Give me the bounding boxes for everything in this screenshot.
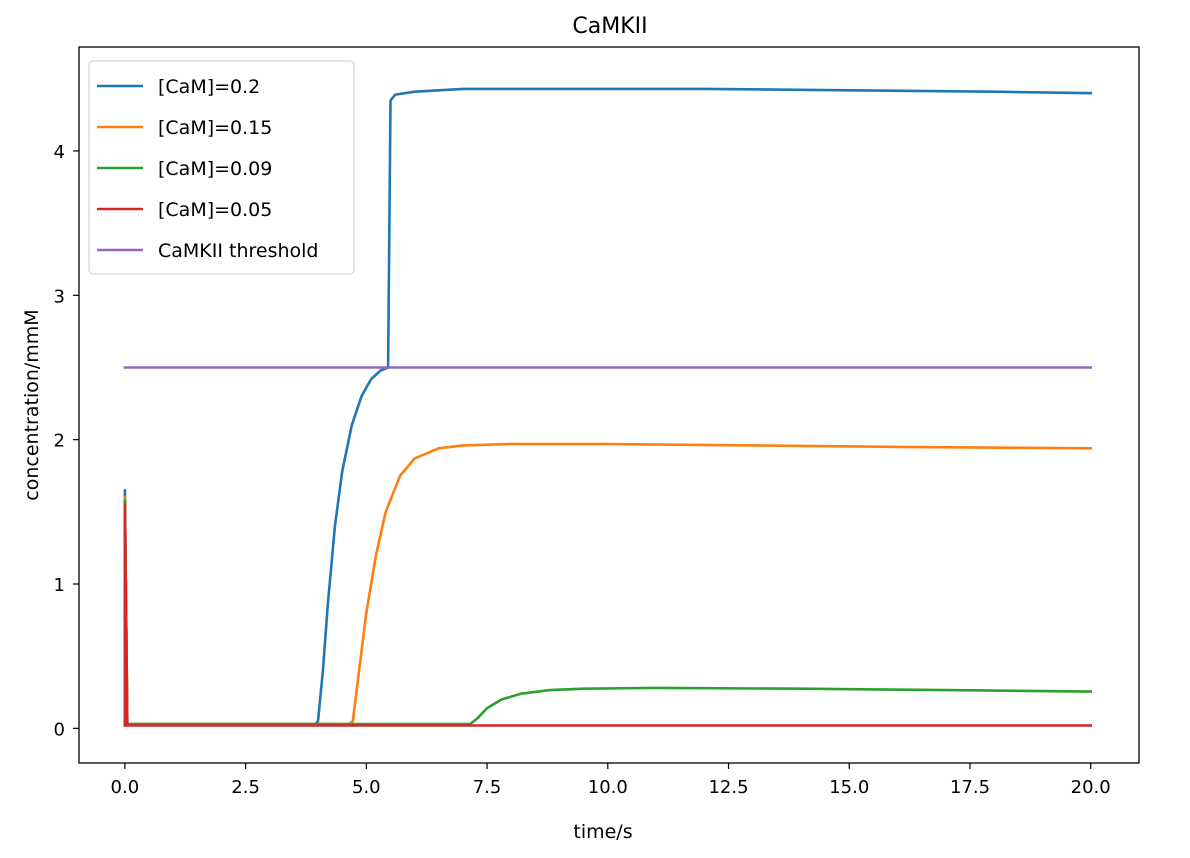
series-layer xyxy=(123,87,1093,727)
x-tick-label: 10.0 xyxy=(588,777,628,798)
series-line-1 xyxy=(123,442,1093,727)
x-tick-label: 17.5 xyxy=(950,777,990,798)
legend-label-3: [CaM]=0.05 xyxy=(158,199,272,221)
series-line-0 xyxy=(123,87,1093,727)
y-tick-label: 4 xyxy=(54,142,65,163)
y-tick-label: 0 xyxy=(54,719,65,740)
legend-box xyxy=(88,60,355,275)
x-tick-label: 5.0 xyxy=(352,777,381,798)
x-tick-label: 20.0 xyxy=(1071,777,1111,798)
x-tick-label: 7.5 xyxy=(473,777,502,798)
x-tick-label: 0.0 xyxy=(111,777,140,798)
series-line-3 xyxy=(123,503,1092,727)
legend-label-4: CaMKII threshold xyxy=(158,240,319,262)
y-axis-ticks: 0 1 2 3 4 xyxy=(54,142,79,740)
series-line-2 xyxy=(123,499,1093,727)
x-tick-label: 12.5 xyxy=(708,777,748,798)
y-tick-label: 2 xyxy=(54,431,65,452)
y-tick-label: 1 xyxy=(54,575,65,596)
y-tick-label: 3 xyxy=(54,286,65,307)
legend-label-0: [CaM]=0.2 xyxy=(158,76,260,98)
y-axis-label: concentration/mmM xyxy=(21,309,43,500)
legend-items: [CaM]=0.2 [CaM]=0.15 [CaM]=0.09 [CaM]=0.05 C… xyxy=(97,76,319,262)
legend: [CaM]=0.2 [CaM]=0.15 [CaM]=0.09 [CaM]=0.05 C… xyxy=(88,60,355,275)
plot-frame xyxy=(78,46,1140,764)
legend-label-1: [CaM]=0.15 xyxy=(158,117,272,139)
x-axis-label: time/s xyxy=(573,821,632,843)
x-tick-label: 2.5 xyxy=(231,777,260,798)
x-tick-label: 15.0 xyxy=(829,777,869,798)
chart-title: CaMKII xyxy=(572,14,647,39)
x-axis-ticks: 0.0 2.5 5.0 7.5 10.0 12.5 15.0 17.5 20.0 xyxy=(111,763,1111,798)
legend-label-2: [CaM]=0.09 xyxy=(158,158,272,180)
